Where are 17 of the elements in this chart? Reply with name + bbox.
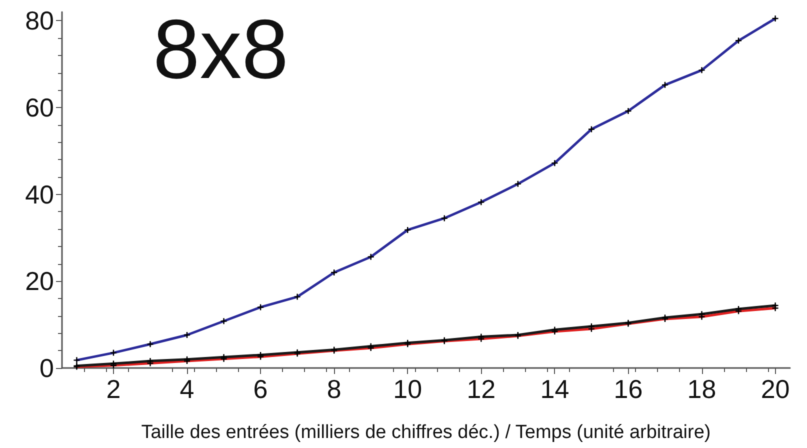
y-tick-label: 20 xyxy=(25,266,54,296)
x-tick-label: 16 xyxy=(614,374,643,404)
x-tick-label: 8 xyxy=(326,374,342,404)
x-tick-label: 20 xyxy=(760,374,790,404)
x-tick-label: 2 xyxy=(106,374,121,404)
x-tick-label: 18 xyxy=(687,374,716,404)
x-tick-label: 14 xyxy=(540,374,570,404)
chart-title: 8x8 xyxy=(153,2,288,96)
y-tick-label: 40 xyxy=(25,179,54,210)
y-tick-label: 60 xyxy=(25,92,54,123)
y-tick-label: 80 xyxy=(25,6,54,36)
y-tick-label: 0 xyxy=(40,353,54,383)
x-tick-label: 4 xyxy=(180,374,194,404)
x-tick-label: 12 xyxy=(466,374,496,404)
x-axis-title: Taille des entrées (milliers de chiffres déc.) / Temps (unité arbitraire) xyxy=(141,422,711,443)
x-tick-label: 10 xyxy=(393,374,422,404)
x-tick-label: 6 xyxy=(253,374,268,404)
